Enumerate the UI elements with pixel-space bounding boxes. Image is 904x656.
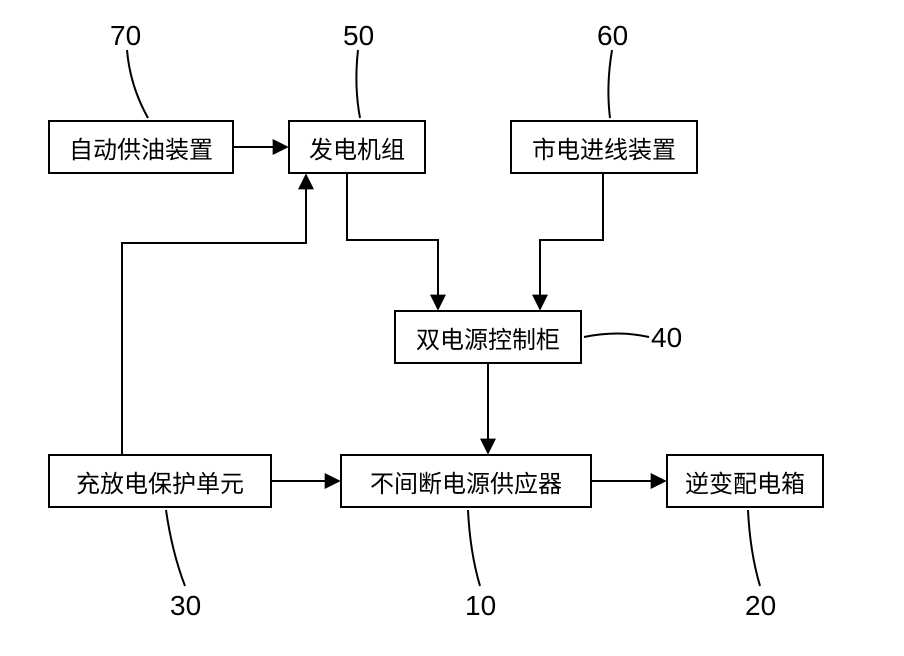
ref-label-30: 30 <box>170 590 201 622</box>
node-inverter-box: 逆变配电箱 <box>666 454 824 508</box>
node-label: 逆变配电箱 <box>685 464 805 499</box>
node-label: 充放电保护单元 <box>76 464 244 499</box>
node-charge-protect: 充放电保护单元 <box>48 454 272 508</box>
node-ups: 不间断电源供应器 <box>340 454 592 508</box>
node-generator: 发电机组 <box>288 120 426 174</box>
node-label: 不间断电源供应器 <box>370 464 562 499</box>
node-mains: 市电进线装置 <box>510 120 698 174</box>
node-label: 双电源控制柜 <box>416 320 560 355</box>
ref-label-50: 50 <box>343 20 374 52</box>
node-auto-oil: 自动供油装置 <box>48 120 234 174</box>
ref-label-40: 40 <box>651 322 682 354</box>
ref-label-10: 10 <box>465 590 496 622</box>
node-dual-power: 双电源控制柜 <box>394 310 582 364</box>
node-label: 自动供油装置 <box>69 130 213 165</box>
node-label: 市电进线装置 <box>532 130 676 165</box>
ref-label-20: 20 <box>745 590 776 622</box>
ref-label-60: 60 <box>597 20 628 52</box>
node-label: 发电机组 <box>309 130 405 165</box>
ref-label-70: 70 <box>110 20 141 52</box>
